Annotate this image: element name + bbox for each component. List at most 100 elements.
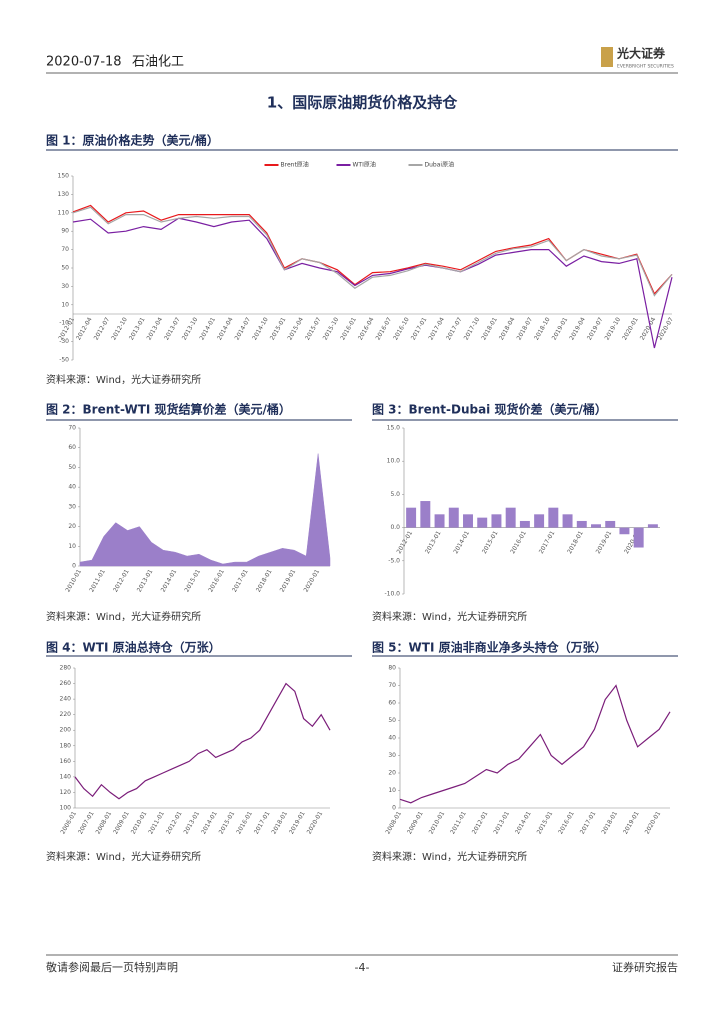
bar <box>477 517 488 528</box>
x-tick-label: 2020-04 <box>639 316 658 341</box>
y-tick-label: 110 <box>58 209 70 216</box>
x-tick-label: 2010-01 <box>130 810 149 835</box>
bar <box>605 520 616 528</box>
x-tick-label: 2013-07 <box>163 316 182 341</box>
figure-source: 资料来源：Wind，光大证券研究所 <box>372 610 527 623</box>
y-tick-label: 30 <box>388 752 396 759</box>
x-tick-label: 2010-01 <box>64 568 83 593</box>
y-tick-label: 260 <box>60 680 72 687</box>
y-tick-label: -30 <box>59 338 69 345</box>
x-tick-label: 2015-07 <box>304 316 323 341</box>
y-tick-label: -10 <box>59 320 69 327</box>
x-tick-label: 2009-01 <box>112 810 131 835</box>
y-tick-label: 10 <box>61 301 69 308</box>
bar <box>647 524 658 528</box>
bar <box>406 507 417 528</box>
x-tick-label: 2016-04 <box>357 316 376 341</box>
x-tick-label: 2013-04 <box>146 316 165 341</box>
series-area <box>79 453 331 567</box>
y-tick-label: 60 <box>68 444 76 451</box>
footer-page: -4- <box>355 961 370 974</box>
x-tick-label: 2017-07 <box>445 316 464 341</box>
y-tick-label: 0.0 <box>390 524 400 531</box>
y-tick-label: -10.0 <box>384 591 400 598</box>
figure-title: 图 3：Brent-Dubai 现货价差（美元/桶） <box>372 402 607 417</box>
x-tick-label: 2015-04 <box>286 316 305 341</box>
legend-label: Dubai原油 <box>425 161 455 169</box>
x-tick-label: 2013-01 <box>492 810 511 835</box>
x-tick-label: 2013-01 <box>424 530 443 555</box>
x-tick-label: 2019-07 <box>586 316 605 341</box>
x-tick-label: 2019-10 <box>604 316 623 341</box>
series-line <box>399 684 671 804</box>
x-tick-label: 2019-01 <box>279 568 298 593</box>
y-tick-label: 120 <box>60 789 72 796</box>
figure-source: 资料来源：Wind，光大证券研究所 <box>46 850 201 863</box>
bar <box>591 524 601 528</box>
y-tick-label: 130 <box>58 191 70 198</box>
bar <box>562 514 573 528</box>
y-tick-label: 50 <box>61 265 69 272</box>
y-tick-label: 180 <box>60 742 72 749</box>
x-tick-label: 2018-10 <box>533 316 552 341</box>
x-tick-label: 2014-01 <box>200 810 219 835</box>
x-tick-label: 2016-01 <box>207 568 226 593</box>
y-tick-label: 150 <box>58 173 70 180</box>
y-tick-label: 10 <box>388 787 396 794</box>
y-tick-label: 80 <box>388 665 396 672</box>
x-tick-label: 2012-04 <box>75 316 94 341</box>
x-tick-label: 2011-01 <box>449 810 468 835</box>
bar <box>463 514 473 528</box>
x-tick-label: 2016-07 <box>375 316 394 341</box>
y-tick-label: 240 <box>60 696 72 703</box>
y-tick-label: 50 <box>68 464 76 471</box>
x-tick-label: 2010-01 <box>428 810 447 835</box>
x-tick-label: 2018-01 <box>255 568 274 593</box>
legend-label: Brent原油 <box>281 161 309 169</box>
figure-title: 图 4：WTI 原油总持仓（万张） <box>46 640 221 655</box>
x-tick-label: 2014-01 <box>452 530 471 555</box>
y-tick-label: 60 <box>388 700 396 707</box>
logo-text: 光大证券 <box>616 46 666 61</box>
y-tick-label: 90 <box>61 228 69 235</box>
x-tick-label: 2018-01 <box>566 530 585 555</box>
x-tick-label: 2014-01 <box>160 568 179 593</box>
x-tick-label: 2008-01 <box>384 810 403 835</box>
x-tick-label: 2018-01 <box>480 316 499 341</box>
y-tick-label: 70 <box>61 246 69 253</box>
x-tick-label: 2011-01 <box>147 810 166 835</box>
x-tick-label: 2016-01 <box>509 530 528 555</box>
x-tick-label: 2019-01 <box>622 810 641 835</box>
figure-title: 图 5：WTI 原油非商业净多头持仓（万张） <box>372 640 607 655</box>
legend-label: WTI原油 <box>353 161 376 169</box>
bar <box>519 520 530 528</box>
figure-source: 资料来源：Wind，光大证券研究所 <box>46 373 201 386</box>
x-tick-label: 2019-01 <box>288 810 307 835</box>
x-tick-label: 2009-01 <box>406 810 425 835</box>
x-tick-label: 2017-01 <box>538 530 557 555</box>
x-tick-label: 2012-01 <box>396 530 415 555</box>
logo-mark <box>601 47 613 67</box>
x-tick-label: 2013-01 <box>128 316 147 341</box>
x-tick-label: 2012-01 <box>165 810 184 835</box>
y-tick-label: 5.0 <box>390 491 400 498</box>
x-tick-label: 2016-01 <box>235 810 254 835</box>
y-tick-label: 40 <box>388 735 396 742</box>
y-tick-label: 20 <box>68 523 76 530</box>
footer-right: 证券研究报告 <box>612 960 678 974</box>
x-tick-label: 2017-01 <box>253 810 272 835</box>
figure-title: 图 1：原油价格走势（美元/桶） <box>46 133 219 148</box>
bar <box>619 527 630 535</box>
y-tick-label: 40 <box>68 484 76 491</box>
x-tick-label: 2019-01 <box>551 316 570 341</box>
figure-title: 图 2：Brent-WTI 现货结算价差（美元/桶） <box>46 402 291 417</box>
bar <box>491 514 502 528</box>
x-tick-label: 2013-01 <box>136 568 155 593</box>
y-tick-label: 200 <box>60 727 72 734</box>
series-line <box>74 682 331 800</box>
x-tick-label: 2020-01 <box>303 568 322 593</box>
x-tick-label: 2014-07 <box>234 316 253 341</box>
y-tick-label: 15.0 <box>387 425 401 432</box>
y-tick-label: 100 <box>60 805 72 812</box>
